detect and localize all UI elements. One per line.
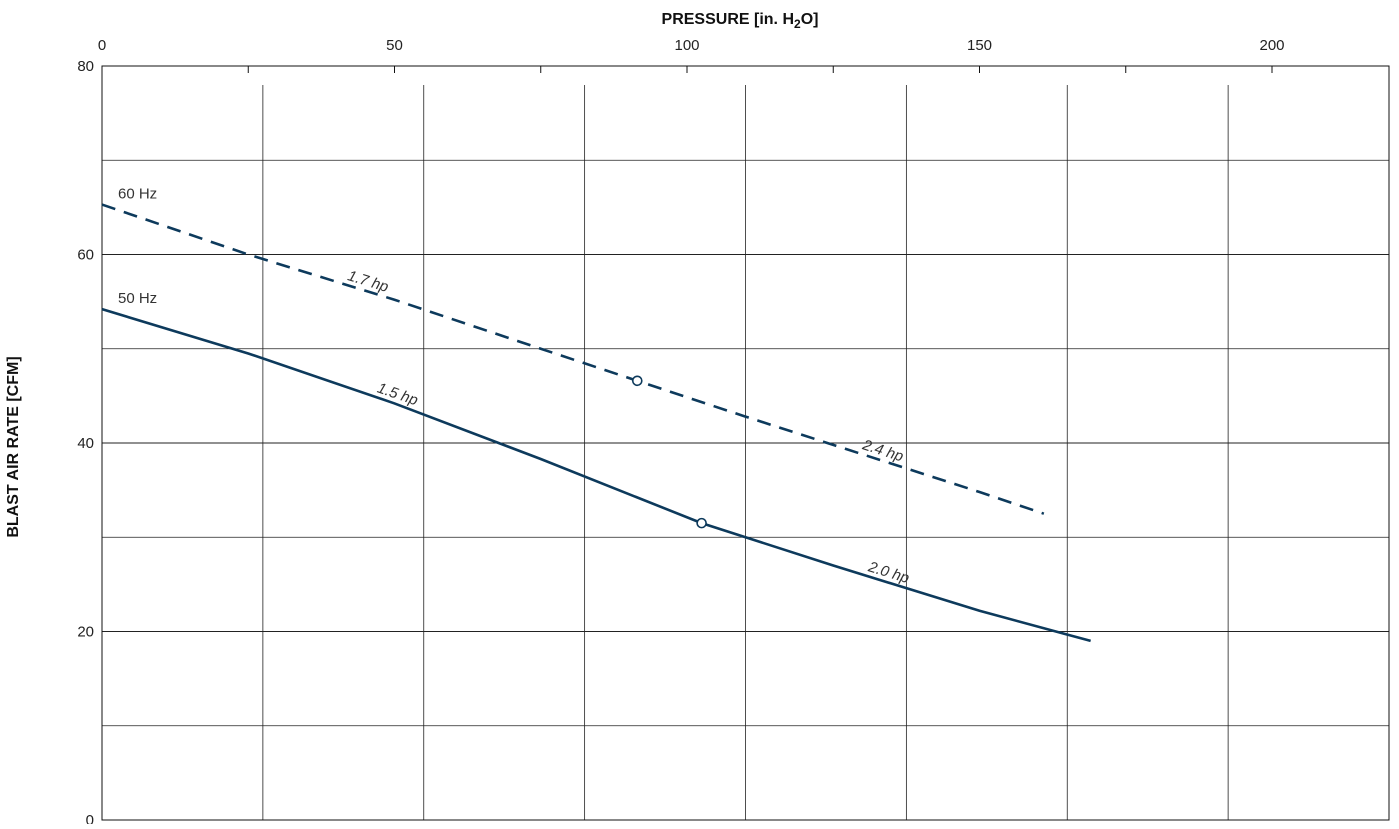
x-tick-label: 100 [674, 37, 699, 54]
series-label-60-hz: 60 Hz [118, 186, 157, 203]
x-tick-label: 0 [98, 37, 106, 54]
y-tick-label: 60 [77, 247, 94, 264]
series-line-50-hz [101, 307, 1091, 643]
y-tick-label: 20 [77, 624, 94, 641]
y-axis-title: BLAST AIR RATE [CFM] [5, 356, 22, 537]
series-layer [101, 203, 1091, 643]
plot-frame [101, 65, 1390, 821]
annotation-label: 2.4 hp [860, 436, 906, 465]
grid-layer [102, 85, 1389, 820]
x-tick-label: 200 [1259, 37, 1284, 54]
axis-layer: 0 50 100 150 200 0 20 40 60 80 [77, 37, 1390, 829]
series-marker-50-hz [696, 517, 707, 529]
y-tick-label: 80 [77, 58, 94, 75]
series-label-50-hz: 50 Hz [118, 290, 157, 307]
series-line-60-hz [101, 203, 1045, 515]
y-tick-label: 40 [77, 435, 94, 452]
x-tick-label: 150 [967, 37, 992, 54]
x-axis-title: PRESSURE [in. H2O] [662, 11, 819, 31]
series-marker-60-hz [631, 375, 643, 387]
x-tick-label: 50 [386, 37, 403, 54]
y-tick-label: 0 [86, 812, 94, 824]
